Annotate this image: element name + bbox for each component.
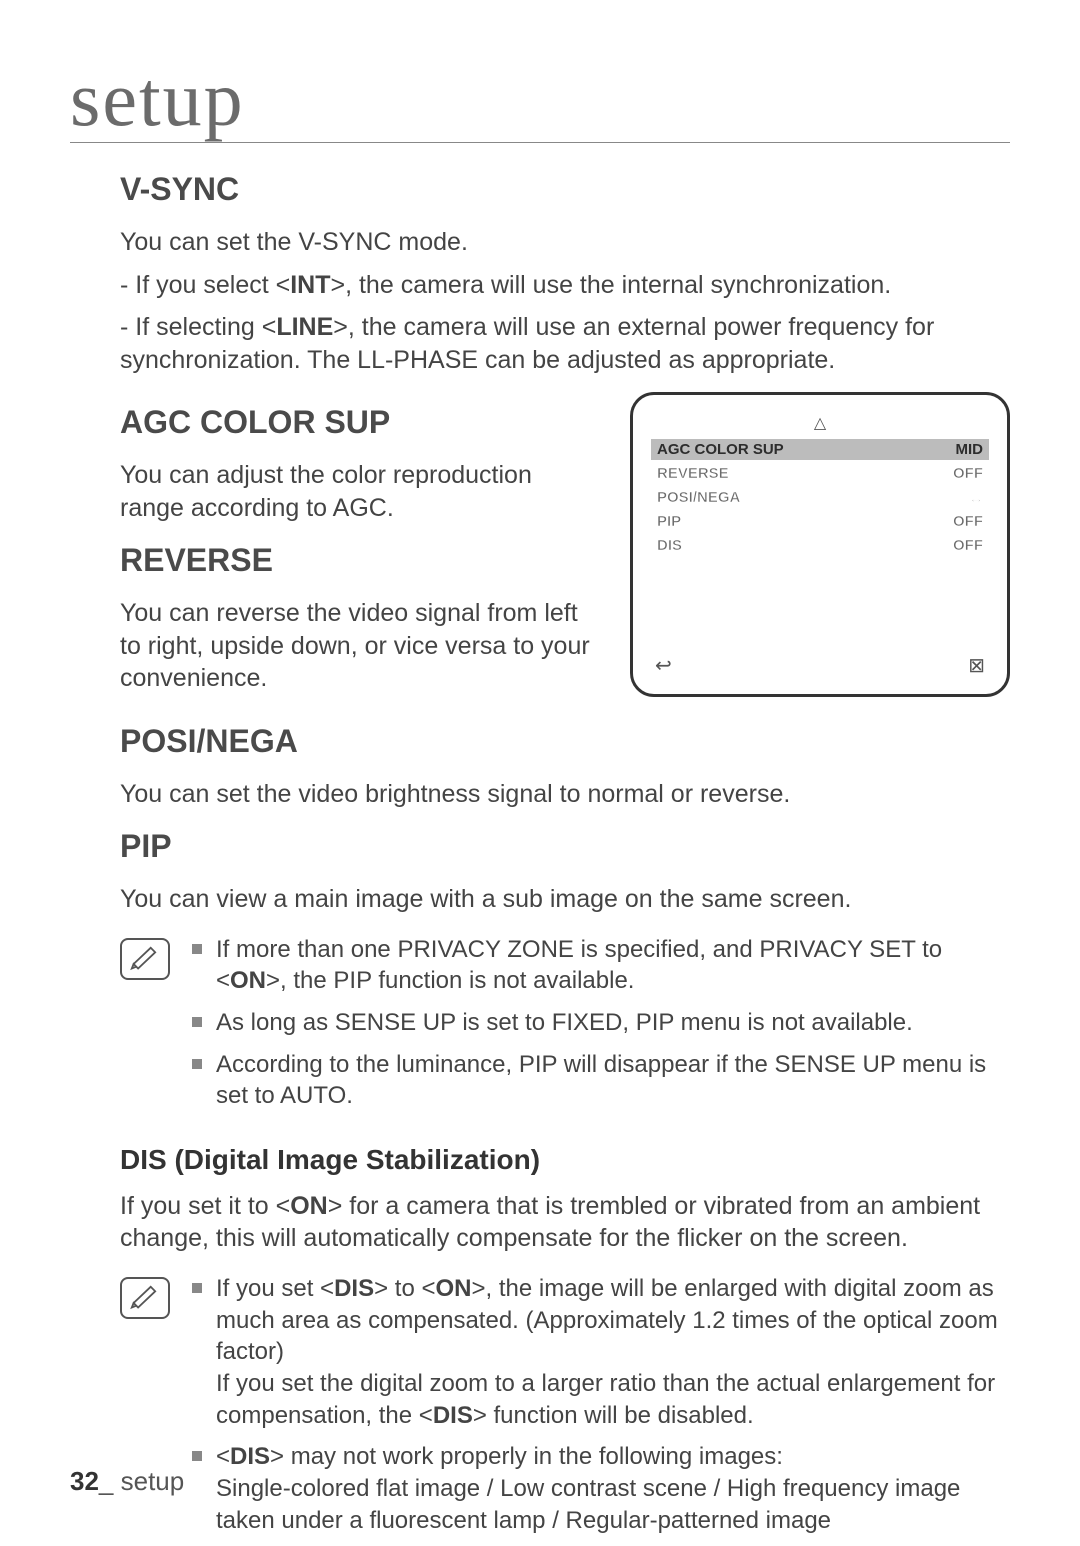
dis-heading: DIS (Digital Image Stabilization) xyxy=(120,1144,1010,1176)
osd-row-4[interactable]: DIS OFF xyxy=(651,535,989,556)
note-icon xyxy=(120,938,170,980)
osd-row-value: ↔ xyxy=(969,490,983,506)
osd-row-label: POSI/NEGA xyxy=(657,489,740,506)
pip-note-3: According to the luminance, PIP will dis… xyxy=(192,1049,1010,1112)
pip-note-2: As long as SENSE UP is set to FIXED, PIP… xyxy=(192,1007,1010,1039)
osd-row-value: OFF xyxy=(953,465,983,482)
note-icon xyxy=(120,1277,170,1319)
osd-row-3[interactable]: PIP OFF xyxy=(651,511,989,532)
chapter-title: setup xyxy=(70,60,1010,138)
dis-note-list: If you set <DIS> to <ON>, the image will… xyxy=(192,1273,1010,1546)
dis-note-1: If you set <DIS> to <ON>, the image will… xyxy=(192,1273,1010,1431)
page-footer: 32_ setup xyxy=(70,1466,184,1497)
osd-row-label: DIS xyxy=(657,537,682,554)
osd-row-value: MID xyxy=(956,441,984,458)
pip-note-1: If more than one PRIVACY ZONE is specifi… xyxy=(192,934,1010,997)
osd-row-1[interactable]: REVERSE OFF xyxy=(651,463,989,484)
osd-row-label: AGC COLOR SUP xyxy=(657,441,784,458)
osd-panel: △ AGC COLOR SUP MID REVERSE OFF POSI/NEGA ↔ PI… xyxy=(630,392,1010,697)
pip-body: You can view a main image with a sub ima… xyxy=(120,883,1010,916)
agc-body: You can adjust the color reproduction ra… xyxy=(120,459,600,524)
osd-row-value: OFF xyxy=(953,537,983,554)
osd-row-2[interactable]: POSI/NEGA ↔ xyxy=(651,487,989,508)
reverse-heading: REVERSE xyxy=(120,542,600,579)
vsync-heading: V-SYNC xyxy=(120,171,1010,208)
osd-row-0[interactable]: AGC COLOR SUP MID xyxy=(651,439,989,460)
dis-note-2: <DIS> may not work properly in the follo… xyxy=(192,1441,1010,1536)
close-icon[interactable]: ⊠ xyxy=(968,653,985,678)
posinega-heading: POSI/NEGA xyxy=(120,723,1010,760)
vsync-bullet-1: - If you select <INT>, the camera will u… xyxy=(120,269,1010,302)
pip-note-list: If more than one PRIVACY ZONE is specifi… xyxy=(192,934,1010,1122)
dis-body: If you set it to <ON> for a camera that … xyxy=(120,1190,1010,1255)
osd-row-label: PIP xyxy=(657,513,681,530)
posinega-body: You can set the video brightness signal … xyxy=(120,778,1010,811)
osd-row-label: REVERSE xyxy=(657,465,729,482)
vsync-bullet-2: - If selecting <LINE>, the camera will u… xyxy=(120,311,1010,376)
agc-heading: AGC COLOR SUP xyxy=(120,404,600,441)
osd-row-value: OFF xyxy=(953,513,983,530)
reverse-body: You can reverse the video signal from le… xyxy=(120,597,600,695)
title-rule xyxy=(70,142,1010,143)
vsync-intro: You can set the V-SYNC mode. xyxy=(120,226,1010,259)
osd-up-icon: △ xyxy=(651,413,989,433)
pip-heading: PIP xyxy=(120,828,1010,865)
back-icon[interactable]: ↩ xyxy=(655,653,672,678)
